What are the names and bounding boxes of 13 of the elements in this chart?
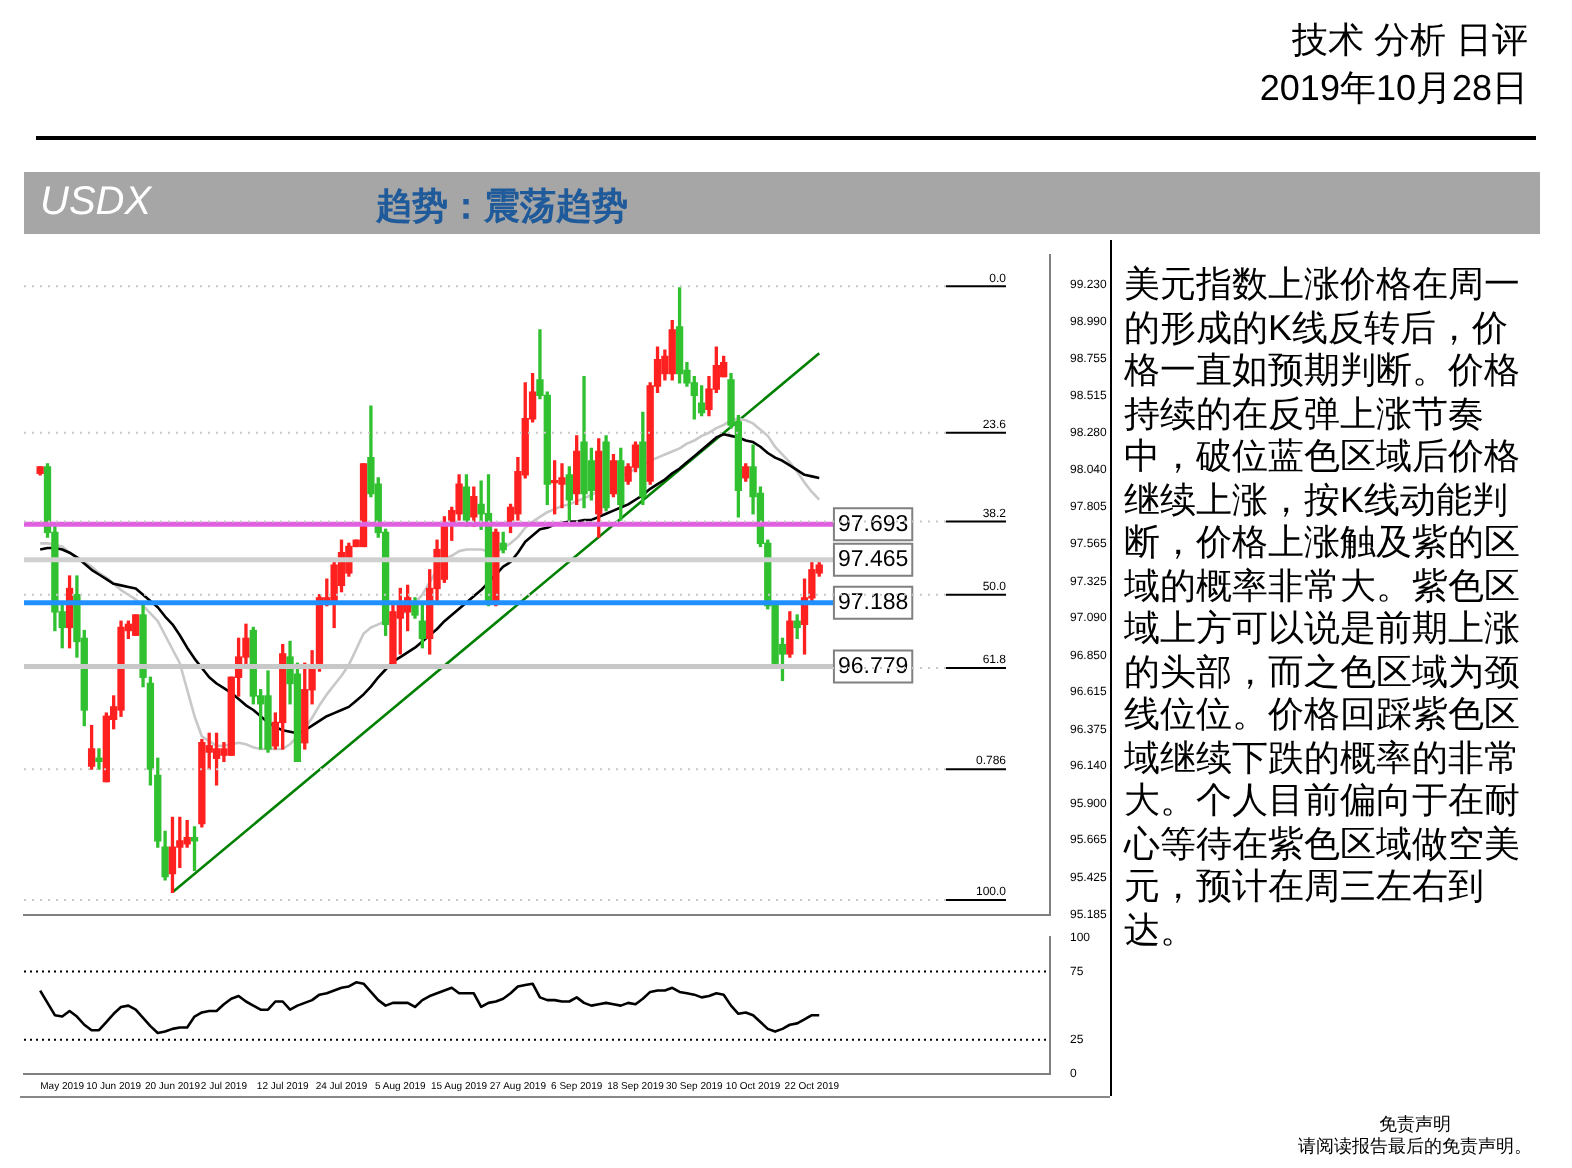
candlestick	[95, 748, 103, 770]
candlestick	[558, 463, 566, 509]
text: 请阅读报告最后的免责声明。	[1298, 1136, 1532, 1158]
ref-line-label: 97.693	[837, 512, 909, 537]
text: 美元指数上涨价格在周一的形成的K线反转后，价格一直如预期判断。价格持续的在反弹上涨节奏中，破位蓝色区域后价格继续上涨，按K线动能判断，价格上涨触及紫的区域的概率非常大。紫色区域上方可以说是前期上涨的头部，而之色区域为颈线位位。价格回踩紫色区域继续下跌的概率的非常大。个人目前偏向于在耐心等待在紫色区域做空美元，预计在周三左右到达。	[1124, 264, 1520, 949]
text: 2019年10月28日	[1259, 66, 1528, 112]
text: 免责声明	[1377, 1114, 1453, 1136]
ref-line-label: 97.465	[837, 548, 909, 573]
chart-subtitle: 趋势：震荡趋势	[376, 184, 628, 230]
ref-line-label: 97.188	[837, 591, 909, 616]
chart-title: USDX	[40, 180, 152, 226]
text: 技术 分析 日评	[1289, 18, 1528, 64]
ref-line-label: 96.779	[837, 654, 909, 679]
